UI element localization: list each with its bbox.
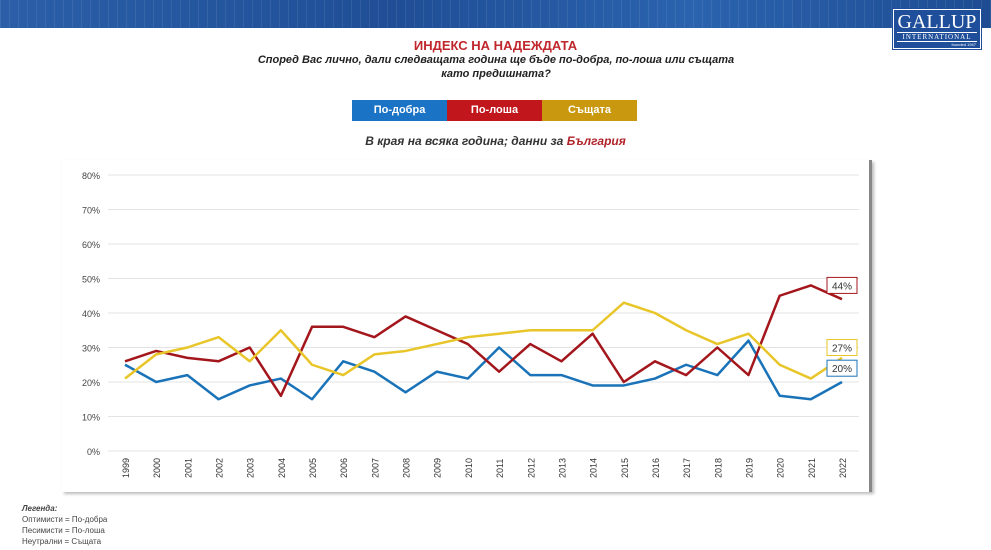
y-tick-label: 30% [82, 344, 100, 354]
legend: По-добра По-лоша Същата [352, 100, 637, 121]
logo-sub: INTERNATIONAL [897, 32, 977, 42]
y-tick-label: 50% [82, 275, 100, 285]
legend-notes: Легенда: Оптимисти = По-добра Песимисти … [22, 503, 107, 547]
y-tick-label: 80% [82, 171, 100, 181]
x-tick-label: 2021 [807, 458, 817, 478]
x-tick-label: 2020 [776, 458, 786, 478]
gallup-logo: GALLUP INTERNATIONAL founded 1947 [892, 8, 982, 50]
chart-area: 0% 10% 20% 30% 40% 50% 60% 70% 80% 1999 2000 2001 20… [62, 160, 872, 492]
x-tick-label: 2007 [370, 458, 380, 478]
x-tick-label: 2009 [433, 458, 443, 478]
notes-line: Неутрални = Същата [22, 537, 102, 546]
chart-title: ИНДЕКС НА НАДЕЖДАТА [413, 38, 578, 53]
y-tick-label: 20% [82, 378, 100, 388]
end-label-box [826, 339, 858, 356]
notes-line: Песимисти = По-лоша [22, 526, 105, 535]
legend-item-same: Същата [542, 100, 637, 121]
x-tick-label: 2018 [713, 458, 723, 478]
x-tick-label: 2010 [464, 458, 474, 478]
end-label: 44% [832, 281, 852, 292]
y-tick-label: 0% [87, 447, 100, 457]
header-banner [0, 0, 991, 28]
x-tick-label: 2001 [183, 458, 193, 478]
series-line-0 [124, 339, 843, 401]
notes-line: Оптимисти = По-добра [22, 515, 108, 524]
x-tick-label: 2013 [557, 458, 567, 478]
x-tick-label: 2008 [402, 458, 412, 478]
subtitle-country: България [566, 134, 626, 148]
series-line-1 [124, 284, 843, 398]
end-label: 20% [832, 364, 852, 375]
x-tick-label: 2011 [495, 459, 505, 478]
end-label-box [826, 276, 858, 294]
x-tick-label: 2000 [152, 458, 162, 478]
x-tick-label: 2014 [589, 458, 599, 478]
x-tick-label: 2015 [620, 458, 630, 478]
x-tick-label: 2006 [339, 458, 349, 478]
notes-heading: Легенда: [22, 504, 58, 513]
x-tick-label: 2004 [277, 458, 287, 478]
x-tick-label: 2017 [682, 458, 692, 478]
logo-founded: founded 1947 [951, 42, 976, 47]
end-label-box [826, 359, 858, 377]
x-tick-label: 2016 [651, 458, 661, 478]
y-tick-label: 10% [82, 413, 100, 423]
x-tick-label: 1999 [121, 458, 131, 478]
legend-item-better: По-добра [352, 100, 447, 121]
x-tick-label: 2002 [215, 458, 225, 478]
question-text: Според Вас лично, дали следващата година… [257, 54, 735, 80]
legend-item-worse: По-лоша [447, 100, 542, 121]
y-tick-label: 40% [82, 309, 100, 319]
x-tick-label: 2012 [526, 458, 536, 478]
x-tick-label: 2019 [744, 458, 754, 478]
end-label: 27% [832, 344, 852, 355]
x-tick-label: 2003 [246, 458, 256, 478]
subtitle-text: В края на всяка година; данни за [365, 134, 567, 148]
line-chart: 0% 10% 20% 30% 40% 50% 60% 70% 80% 1999 2000 2001 20… [82, 171, 859, 478]
x-tick-label: 2005 [308, 458, 318, 478]
y-tick-label: 70% [82, 206, 100, 216]
y-tick-label: 60% [82, 240, 100, 250]
logo-name: GALLUP [897, 11, 977, 33]
x-tick-label: 2022 [838, 458, 848, 478]
series-line-2 [124, 301, 843, 380]
chart-subtitle: В края на всяка година; данни за Българи… [0, 134, 991, 148]
